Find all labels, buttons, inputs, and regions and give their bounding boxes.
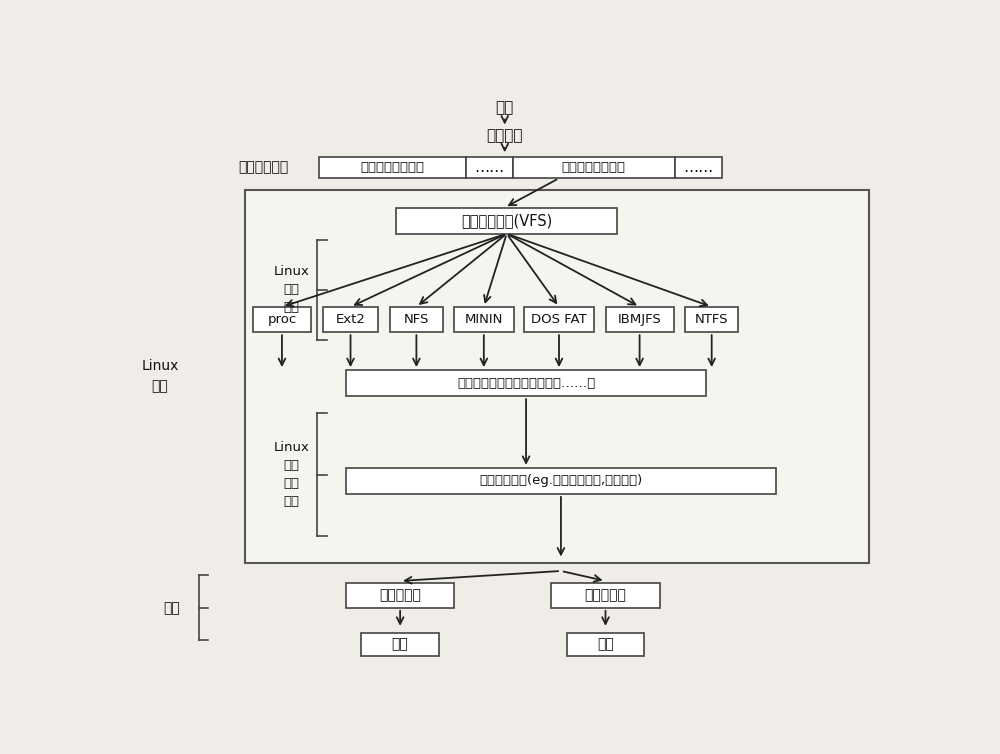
Text: ……: ……: [474, 160, 504, 175]
FancyBboxPatch shape: [390, 307, 443, 333]
Text: 硬盘: 硬盘: [392, 637, 409, 651]
FancyBboxPatch shape: [512, 157, 675, 178]
FancyBboxPatch shape: [346, 467, 776, 494]
Text: 进程管理系统调用: 进程管理系统调用: [360, 161, 424, 174]
Text: NFS: NFS: [404, 313, 429, 326]
FancyBboxPatch shape: [253, 307, 311, 333]
Text: 用户: 用户: [496, 100, 514, 115]
FancyBboxPatch shape: [551, 584, 660, 608]
Text: Linux
内核: Linux 内核: [141, 359, 179, 394]
Text: Ext2: Ext2: [336, 313, 365, 326]
FancyBboxPatch shape: [323, 307, 378, 333]
Text: 文件系统缓冲区（磁盘缓冲区……）: 文件系统缓冲区（磁盘缓冲区……）: [457, 376, 595, 390]
Text: Linux
文件
系统: Linux 文件 系统: [274, 265, 310, 314]
Text: IBMJFS: IBMJFS: [618, 313, 661, 326]
FancyBboxPatch shape: [319, 157, 466, 178]
Text: 光盘: 光盘: [597, 637, 614, 651]
FancyBboxPatch shape: [524, 307, 594, 333]
Text: ……: ……: [683, 160, 714, 175]
FancyBboxPatch shape: [675, 157, 722, 178]
Text: 设备驱动程序(eg.硬盘驱动程序,光盘驱动): 设备驱动程序(eg.硬盘驱动程序,光盘驱动): [479, 474, 643, 487]
FancyBboxPatch shape: [346, 584, 454, 608]
Text: 硬盘控制器: 硬盘控制器: [379, 589, 421, 602]
Text: 硬件: 硬件: [163, 601, 180, 615]
FancyBboxPatch shape: [361, 633, 439, 656]
FancyBboxPatch shape: [466, 157, 512, 178]
FancyBboxPatch shape: [454, 307, 514, 333]
FancyBboxPatch shape: [396, 207, 617, 234]
Text: 虚拟文件系统(VFS): 虚拟文件系统(VFS): [461, 213, 552, 228]
FancyBboxPatch shape: [245, 190, 869, 563]
Text: MININ: MININ: [465, 313, 503, 326]
FancyBboxPatch shape: [685, 307, 738, 333]
Text: 光盘控制器: 光盘控制器: [585, 589, 626, 602]
Text: 文件管理系统调用: 文件管理系统调用: [562, 161, 626, 174]
Text: 系统调用接口: 系统调用接口: [238, 161, 288, 174]
Text: 用户程序: 用户程序: [486, 128, 523, 143]
Text: NTFS: NTFS: [695, 313, 728, 326]
FancyBboxPatch shape: [606, 307, 674, 333]
FancyBboxPatch shape: [567, 633, 644, 656]
Text: proc: proc: [267, 313, 297, 326]
FancyBboxPatch shape: [346, 370, 706, 396]
Text: Linux
设备
管理
功能: Linux 设备 管理 功能: [274, 441, 310, 508]
Text: DOS FAT: DOS FAT: [531, 313, 587, 326]
